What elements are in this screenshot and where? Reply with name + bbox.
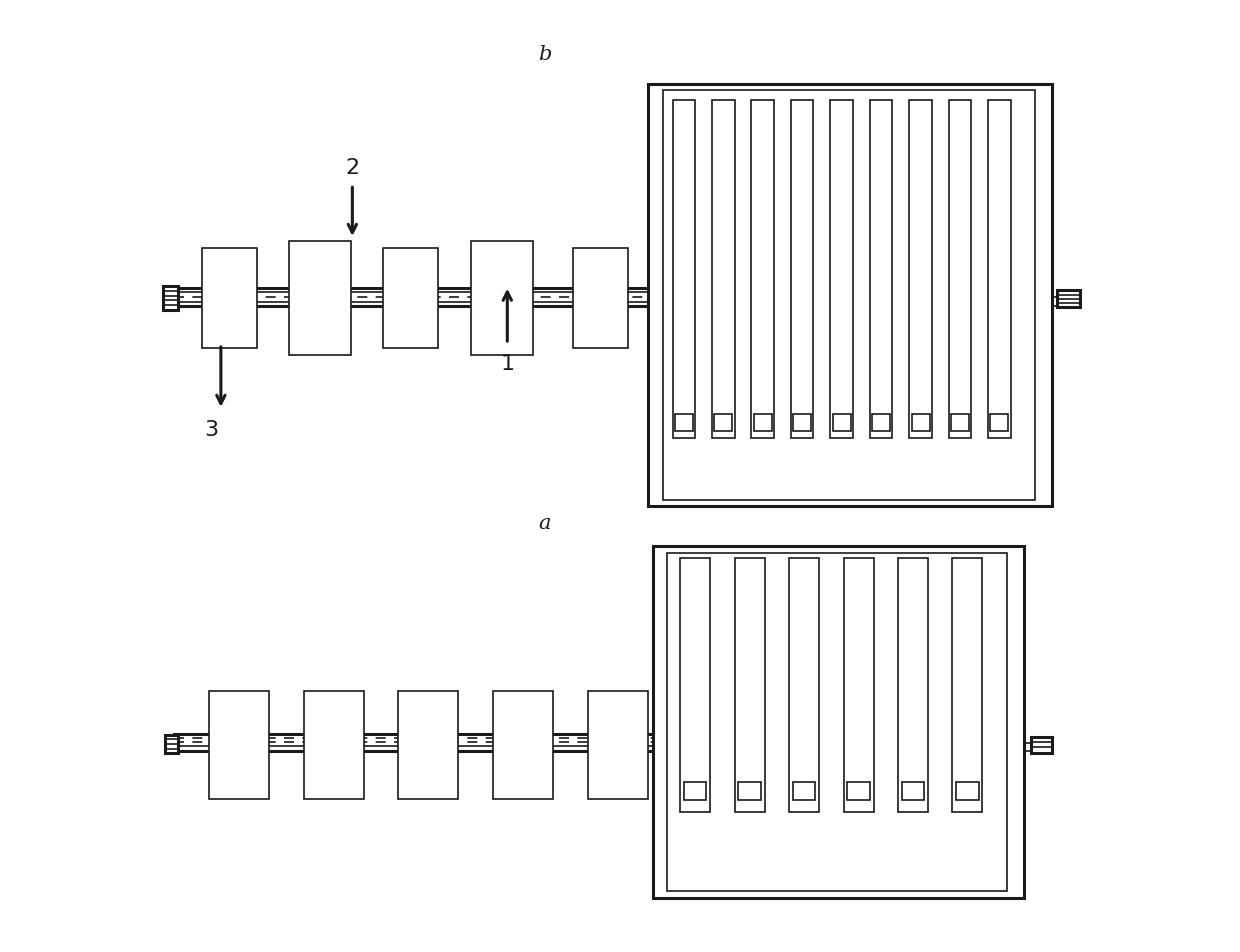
Text: 2: 2 [345, 158, 360, 178]
Bar [869, 101, 893, 439]
Bar [792, 782, 816, 801]
Text: 3: 3 [205, 420, 218, 440]
Bar [649, 85, 1052, 507]
Bar [956, 782, 978, 801]
Bar [734, 559, 765, 812]
Bar [794, 415, 811, 432]
Bar [952, 559, 982, 812]
Bar [683, 782, 707, 801]
Bar [202, 249, 257, 348]
Bar [714, 415, 733, 432]
Bar [991, 415, 1008, 432]
Bar [471, 242, 533, 356]
Bar [847, 782, 869, 801]
Bar [872, 415, 890, 432]
Bar [712, 101, 734, 439]
Bar [901, 782, 924, 801]
Bar [672, 101, 696, 439]
Bar [398, 692, 459, 800]
Bar [588, 692, 649, 800]
Bar [831, 101, 853, 439]
Bar [165, 735, 177, 754]
Bar [162, 287, 177, 311]
Bar [738, 782, 761, 801]
Text: b: b [538, 45, 552, 64]
Bar [949, 101, 971, 439]
Bar [289, 242, 351, 356]
Bar [675, 415, 693, 432]
Bar [663, 91, 1035, 501]
Bar [494, 692, 553, 800]
Bar [304, 692, 363, 800]
Bar [1056, 291, 1080, 308]
Text: a: a [538, 513, 551, 532]
Bar [832, 415, 851, 432]
Bar [843, 559, 873, 812]
Bar [208, 692, 269, 800]
Bar [909, 101, 931, 439]
Bar [383, 249, 438, 348]
Text: 1: 1 [500, 354, 515, 374]
Bar [898, 559, 928, 812]
Bar [754, 415, 771, 432]
Bar [1032, 737, 1052, 753]
Bar [951, 415, 968, 432]
Bar [573, 249, 627, 348]
Bar [988, 101, 1011, 439]
Bar [791, 101, 813, 439]
Bar [653, 546, 1024, 898]
Bar [789, 559, 820, 812]
Bar [667, 553, 1007, 891]
Bar [911, 415, 930, 432]
Bar [751, 101, 774, 439]
Bar [680, 559, 711, 812]
